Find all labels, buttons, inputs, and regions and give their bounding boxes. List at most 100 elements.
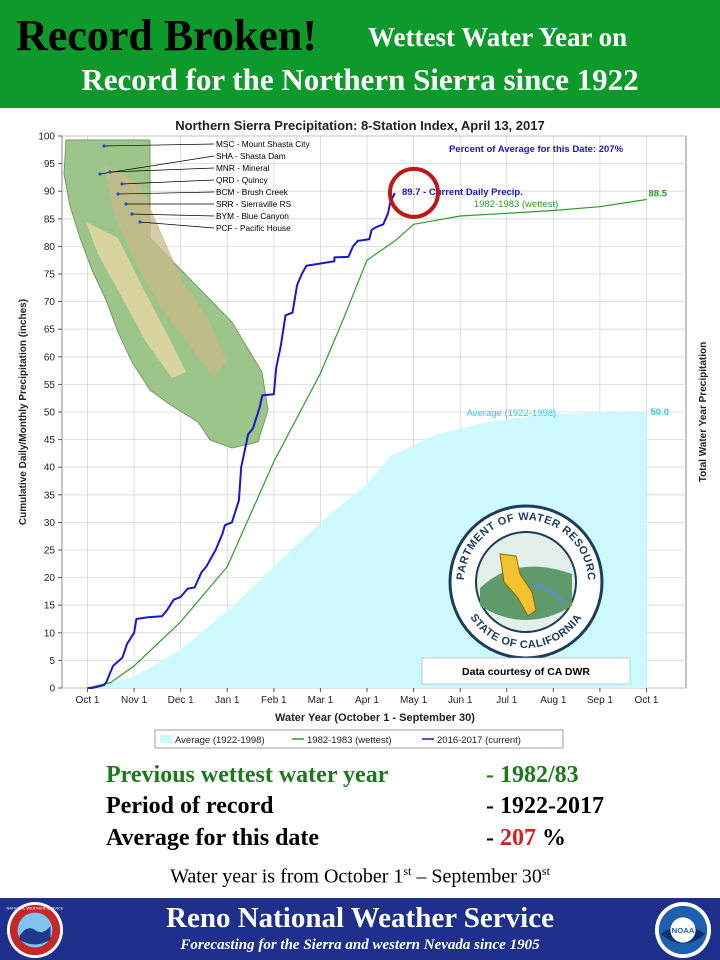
footnote-text: – September 30: [411, 865, 542, 888]
x-tick-label: Oct 1: [76, 695, 100, 706]
y-tick-label: 40: [44, 463, 56, 474]
legend-swatch: [160, 735, 172, 743]
noaa-logo-text: NOAA: [672, 926, 695, 935]
station-leader-line: [139, 221, 215, 229]
station-leader-line: [99, 155, 215, 175]
station-marker: [124, 202, 128, 206]
y-tick-label: 10: [44, 628, 56, 639]
nws-logo-icon: NATIONAL WEATHER SERVICE: [7, 901, 64, 959]
current-value-highlight-circle: [387, 166, 440, 219]
y-tick-label: 85: [44, 214, 56, 225]
station-marker: [120, 182, 124, 186]
x-tick-label: Nov 1: [121, 695, 148, 706]
footnote-sup: st: [541, 864, 550, 878]
footnote-text: Water year is from October 1: [170, 865, 404, 888]
summary-value-highlight: 207: [500, 825, 536, 851]
x-tick-label: Jan 1: [215, 695, 240, 706]
summary-label: Period of record: [106, 793, 274, 819]
y-tick-label: 50: [44, 408, 56, 419]
station-leader-line: [109, 167, 215, 173]
precipitation-chart: Northern Sierra Precipitation: 8-Station…: [0, 110, 720, 758]
noaa-logo-icon: NOAA: [654, 901, 712, 959]
station-leader-line: [103, 143, 215, 147]
summary-label: Average for this date: [106, 825, 320, 851]
water-year-footnote: Water year is from October 1 st – Septemb…: [0, 864, 720, 889]
legend-label: 1982-1983 (wettest): [307, 735, 392, 746]
series-lines: [87, 192, 647, 689]
summary-value: - 1982/83: [486, 762, 579, 788]
y-tick-label: 45: [44, 435, 56, 446]
seal-aqueduct-shape: [531, 582, 568, 606]
station-label: MSC - Mount Shasta City: [216, 139, 310, 149]
station-marker: [98, 172, 102, 176]
y-tick-label: 75: [44, 270, 56, 281]
y-tick-label: 20: [44, 573, 56, 584]
station-leader-line: [117, 191, 215, 195]
station-label: PCF - Pacific House: [216, 223, 291, 233]
station-label: QRD - Quincy: [216, 175, 268, 185]
x-tick-label: Oct 1: [635, 695, 659, 706]
series-labels: Average (1922-1998) 50.0 1982-1983 (wettes…: [387, 166, 669, 419]
station-label: MNR - Mineral: [216, 163, 270, 173]
y-tick-label: 30: [44, 518, 56, 529]
y-axis-ticks: 0 5 10 15 20 25 30 35 40 45 50 55 60 65 70 75 80 85 90 95 10…: [38, 132, 62, 695]
station-map: MSC - Mount Shasta City SHA - Shasta Dam M…: [63, 139, 310, 449]
y-tick-label: 0: [49, 684, 55, 695]
series-wettest-inline-label: 1982-1983 (wettest): [474, 199, 559, 210]
footer-subtitle: Forecasting for the Sierra and western N…: [180, 937, 540, 953]
station-leader-line: [121, 179, 215, 185]
banner-line-2: Record for the Northern Sierra since 192…: [81, 62, 639, 97]
x-tick-label: Jul 1: [496, 695, 518, 706]
nws-logo-text: NATIONAL WEATHER SERVICE: [7, 907, 64, 911]
footer-bar: Reno National Weather Service Forecastin…: [0, 898, 720, 960]
legend-label: 2016-2017 (current): [437, 735, 521, 746]
series-wettest-line: [87, 198, 647, 689]
series-current-end-label: 89.7 - Current Daily Precip.: [402, 187, 523, 198]
y-axis-right-label: Total Water Year Precipitation: [698, 342, 709, 482]
summary-value: - 207 %: [486, 825, 566, 852]
station-marker: [108, 170, 112, 174]
y-tick-label: 65: [44, 325, 56, 336]
station-label: SHA - Shasta Dam: [216, 151, 286, 161]
percent-of-average-note: Percent of Average for this Date: 207%: [449, 144, 624, 155]
series-current-line: [87, 192, 396, 689]
summary-label: Previous wettest water year: [106, 762, 389, 788]
summary-row-average: Average for this date - 207 %: [106, 825, 666, 855]
x-tick-label: Aug 1: [540, 695, 567, 706]
station-marker: [102, 144, 106, 148]
title-banner: Record Broken! Wettest Water Year on Rec…: [0, 0, 720, 108]
seal-california-shape: [499, 553, 537, 617]
y-tick-label: 70: [44, 297, 56, 308]
legend-box: [154, 729, 564, 749]
y-tick-label: 55: [44, 380, 56, 391]
summary-value-prefix: -: [486, 825, 500, 851]
y-tick-label: 90: [44, 187, 56, 198]
y-tick-label: 100: [38, 132, 55, 143]
banner-headline: Record Broken!: [16, 11, 318, 60]
central-valley-shape: [86, 222, 186, 378]
station-marker: [130, 212, 134, 216]
station-marker: [116, 192, 120, 196]
x-tick-label: Jun 1: [448, 695, 473, 706]
sierra-range-shape: [104, 164, 226, 378]
series-average-inline-label: Average (1922-1998): [467, 408, 557, 419]
x-tick-label: Dec 1: [168, 695, 195, 706]
y-tick-label: 35: [44, 490, 56, 501]
series-wettest-end-label: 88.5: [649, 188, 668, 199]
x-tick-label: Apr 1: [355, 695, 379, 706]
y-tick-label: 95: [44, 159, 56, 170]
x-tick-label: Feb 1: [261, 695, 287, 706]
station-label: SRR - Sierraville RS: [216, 199, 292, 209]
x-axis-label: Water Year (October 1 - September 30): [275, 712, 475, 724]
station-label: BCM - Brush Creek: [216, 187, 289, 197]
station-leader-line: [131, 213, 215, 217]
banner-line-1: Wettest Water Year on: [368, 22, 628, 52]
summary-row-period: Period of record - 1922-2017: [106, 793, 666, 823]
station-label: BYM - Blue Canyon: [216, 211, 289, 221]
data-credit-label: Data courtesy of CA DWR: [462, 666, 590, 678]
y-tick-label: 5: [49, 656, 55, 667]
x-tick-label: Mar 1: [308, 695, 334, 706]
x-axis-ticks: Oct 1 Nov 1 Dec 1 Jan 1 Feb 1 Mar 1 Apr 1 May 1…: [76, 688, 659, 706]
x-tick-label: May 1: [400, 695, 428, 706]
y-tick-label: 15: [44, 601, 56, 612]
